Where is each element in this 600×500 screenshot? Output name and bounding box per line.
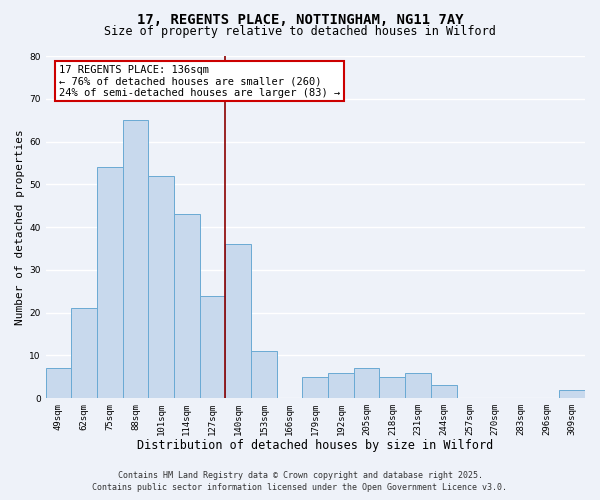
- Bar: [148, 176, 174, 398]
- Bar: [354, 368, 379, 398]
- Bar: [251, 351, 277, 398]
- Bar: [174, 214, 200, 398]
- Bar: [97, 167, 122, 398]
- Text: 17 REGENTS PLACE: 136sqm
← 76% of detached houses are smaller (260)
24% of semi-: 17 REGENTS PLACE: 136sqm ← 76% of detach…: [59, 64, 340, 98]
- Bar: [226, 244, 251, 398]
- Bar: [405, 372, 431, 398]
- Bar: [46, 368, 71, 398]
- Bar: [71, 308, 97, 398]
- Text: Size of property relative to detached houses in Wilford: Size of property relative to detached ho…: [104, 25, 496, 38]
- Bar: [302, 377, 328, 398]
- Bar: [379, 377, 405, 398]
- Bar: [559, 390, 585, 398]
- X-axis label: Distribution of detached houses by size in Wilford: Distribution of detached houses by size …: [137, 440, 493, 452]
- Text: Contains HM Land Registry data © Crown copyright and database right 2025.
Contai: Contains HM Land Registry data © Crown c…: [92, 471, 508, 492]
- Bar: [431, 386, 457, 398]
- Text: 17, REGENTS PLACE, NOTTINGHAM, NG11 7AY: 17, REGENTS PLACE, NOTTINGHAM, NG11 7AY: [137, 12, 463, 26]
- Bar: [328, 372, 354, 398]
- Bar: [122, 120, 148, 398]
- Y-axis label: Number of detached properties: Number of detached properties: [15, 129, 25, 325]
- Bar: [200, 296, 226, 398]
